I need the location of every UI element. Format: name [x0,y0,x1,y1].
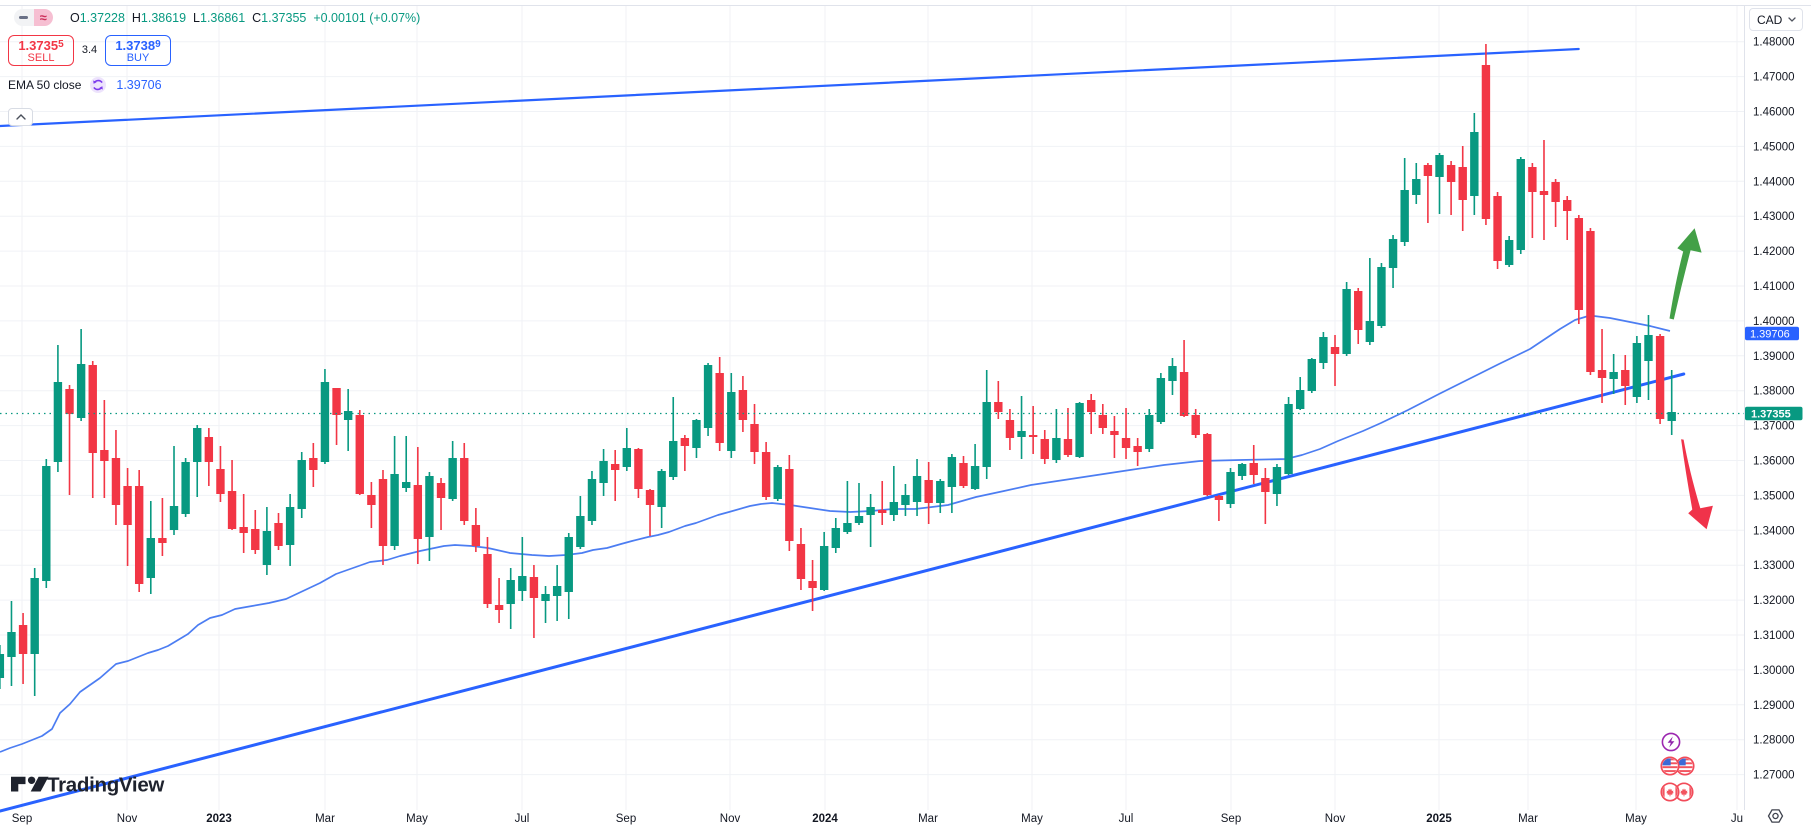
svg-text:May: May [1625,813,1647,825]
svg-text:1.44000: 1.44000 [1753,176,1795,188]
svg-text:2023: 2023 [206,813,232,825]
svg-text:Sep: Sep [12,813,32,825]
svg-text:Sep: Sep [616,813,636,825]
svg-text:Nov: Nov [1325,813,1346,825]
svg-text:1.36000: 1.36000 [1753,456,1795,468]
svg-text:1.37355: 1.37355 [1751,408,1791,420]
svg-text:May: May [1021,813,1043,825]
svg-text:1.40000: 1.40000 [1753,316,1795,328]
svg-text:1.28000: 1.28000 [1753,735,1795,747]
svg-text:1.32000: 1.32000 [1753,595,1795,607]
svg-text:TradingView: TradingView [47,774,164,797]
svg-text:1.43000: 1.43000 [1753,211,1795,223]
svg-text:1.37000: 1.37000 [1753,421,1795,433]
svg-text:1.46000: 1.46000 [1753,107,1795,119]
svg-text:1.27000: 1.27000 [1753,770,1795,782]
svg-text:Jul: Jul [1119,813,1134,825]
svg-text:2024: 2024 [812,813,838,825]
svg-text:1.29000: 1.29000 [1753,700,1795,712]
svg-text:1.38000: 1.38000 [1753,386,1795,398]
svg-text:1.31000: 1.31000 [1753,630,1795,642]
svg-text:1.30000: 1.30000 [1753,665,1795,677]
svg-text:1.35000: 1.35000 [1753,490,1795,502]
svg-text:Sep: Sep [1221,813,1241,825]
svg-text:Mar: Mar [315,813,335,825]
svg-text:Mar: Mar [918,813,938,825]
svg-text:Jul: Jul [515,813,530,825]
svg-text:1.45000: 1.45000 [1753,141,1795,153]
svg-text:Nov: Nov [117,813,138,825]
svg-text:1.42000: 1.42000 [1753,246,1795,258]
svg-text:Ju: Ju [1731,813,1743,825]
svg-text:2025: 2025 [1426,813,1452,825]
svg-text:1.33000: 1.33000 [1753,560,1795,572]
svg-text:1.34000: 1.34000 [1753,525,1795,537]
svg-text:1.48000: 1.48000 [1753,37,1795,49]
svg-text:1.39706: 1.39706 [1750,328,1790,340]
svg-text:May: May [406,813,428,825]
svg-text:1.39000: 1.39000 [1753,351,1795,363]
svg-text:Mar: Mar [1518,813,1538,825]
svg-text:1.47000: 1.47000 [1753,72,1795,84]
svg-text:Nov: Nov [720,813,741,825]
svg-text:1.41000: 1.41000 [1753,281,1795,293]
